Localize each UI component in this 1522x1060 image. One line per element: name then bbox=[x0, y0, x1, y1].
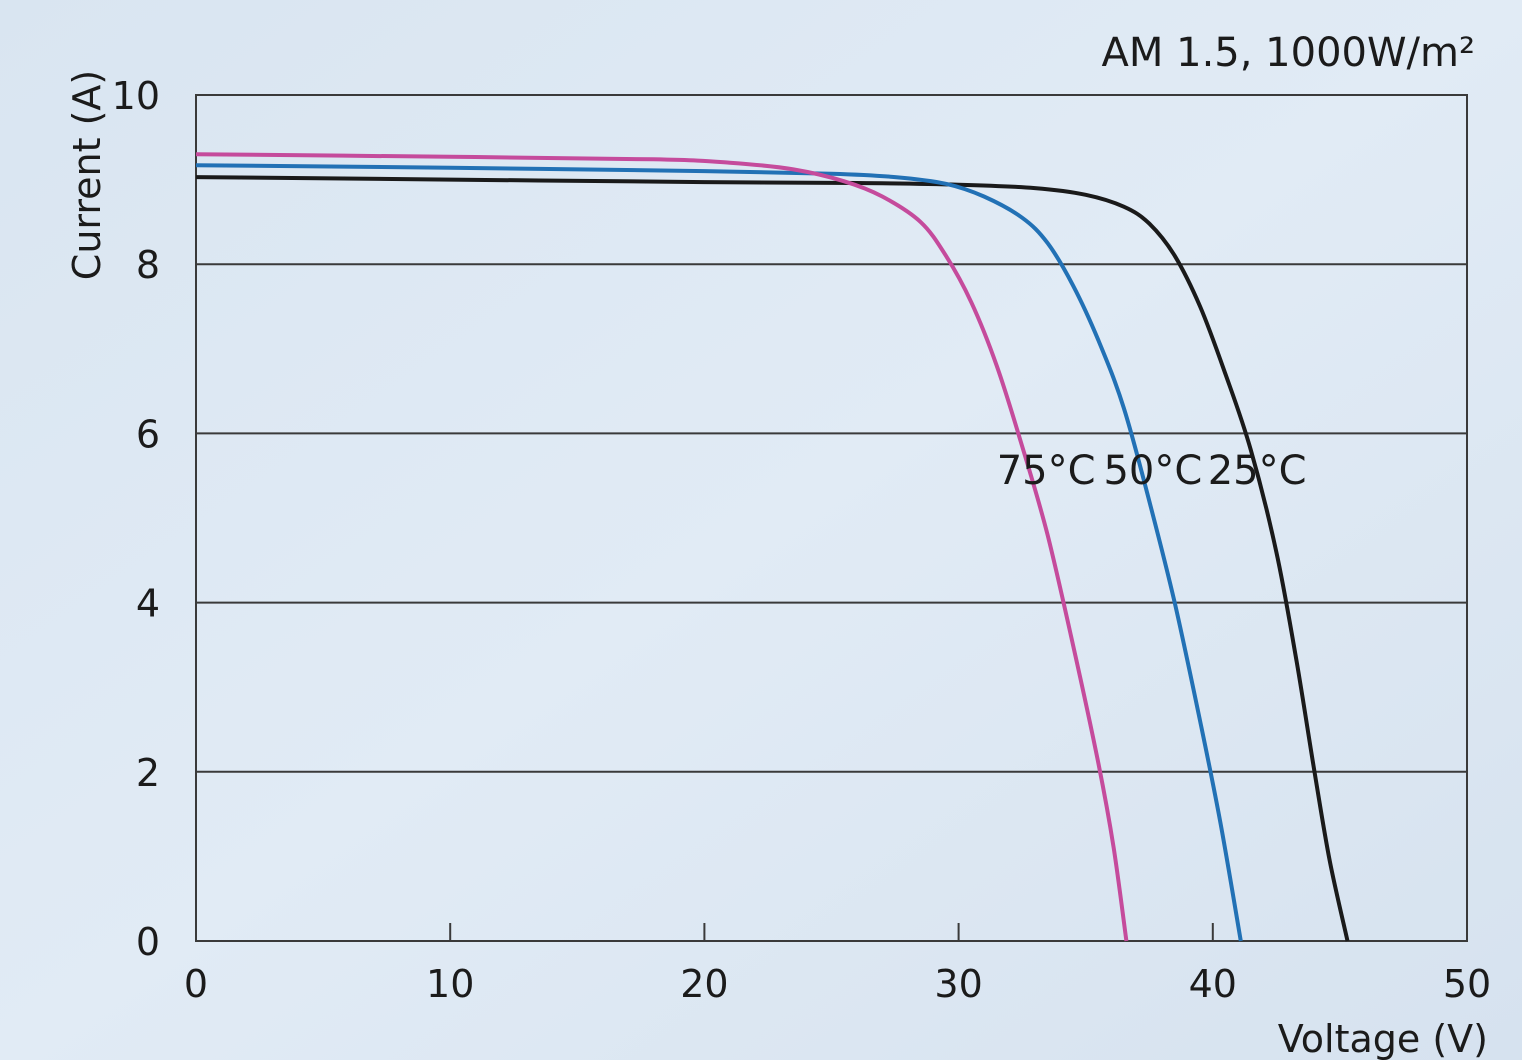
y-tick-label-4: 4 bbox=[136, 582, 160, 626]
y-axis-label: Current (A) bbox=[65, 70, 109, 280]
grid-lines bbox=[196, 263, 1467, 773]
series-line-2 bbox=[195, 152, 1129, 942]
x-tick-labels: 0 10 20 30 40 50 bbox=[184, 962, 1491, 1006]
x-tick-label-20: 20 bbox=[680, 962, 728, 1006]
x-axis-label: Voltage (V) bbox=[1278, 1017, 1488, 1060]
series-line-1 bbox=[195, 163, 1243, 942]
x-tick-label-30: 30 bbox=[934, 962, 982, 1006]
y-tick-label-2: 2 bbox=[136, 751, 160, 795]
axis-ticks bbox=[449, 923, 1214, 941]
plot-frame bbox=[195, 94, 1468, 942]
y-tick-label-10: 10 bbox=[112, 74, 160, 118]
x-tick-label-50: 50 bbox=[1443, 962, 1491, 1006]
curve-annotation-2: 25°C bbox=[1208, 448, 1307, 494]
curve-annotations: 75°C 50°C 25°C bbox=[997, 448, 1307, 494]
x-tick-label-0: 0 bbox=[184, 962, 208, 1006]
y-tick-labels: 0 2 4 6 8 10 bbox=[112, 74, 160, 964]
y-tick-label-0: 0 bbox=[136, 920, 160, 964]
curve-annotation-0: 75°C bbox=[997, 448, 1096, 494]
x-tick-label-40: 40 bbox=[1189, 962, 1237, 1006]
x-tick-label-10: 10 bbox=[426, 962, 474, 1006]
series-lines bbox=[195, 152, 1350, 942]
y-tick-label-8: 8 bbox=[136, 243, 160, 287]
curve-annotation-1: 50°C bbox=[1103, 448, 1202, 494]
series-line-0 bbox=[195, 175, 1350, 942]
chart-subtitle: AM 1.5, 1000W/m² bbox=[1102, 30, 1475, 76]
y-tick-label-6: 6 bbox=[136, 412, 160, 456]
